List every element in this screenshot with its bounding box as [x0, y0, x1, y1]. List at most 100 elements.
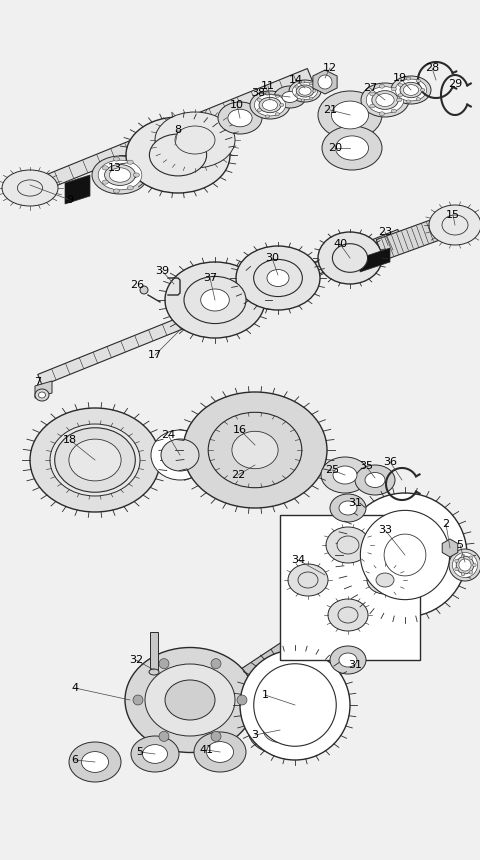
Ellipse shape: [149, 134, 206, 176]
Ellipse shape: [330, 646, 366, 674]
Ellipse shape: [165, 262, 265, 338]
Ellipse shape: [102, 166, 108, 170]
Text: 1: 1: [262, 690, 268, 700]
Text: 31: 31: [348, 660, 362, 670]
Text: 36: 36: [383, 457, 397, 467]
Text: 29: 29: [448, 79, 462, 89]
Ellipse shape: [289, 80, 321, 102]
Ellipse shape: [301, 81, 305, 83]
Ellipse shape: [253, 260, 302, 297]
Polygon shape: [360, 248, 390, 272]
Ellipse shape: [265, 92, 270, 95]
Ellipse shape: [336, 136, 369, 160]
Ellipse shape: [161, 439, 199, 471]
Text: 12: 12: [323, 63, 337, 73]
Ellipse shape: [30, 408, 160, 512]
Ellipse shape: [257, 108, 262, 112]
Ellipse shape: [127, 160, 133, 164]
Ellipse shape: [455, 559, 458, 562]
Text: 40: 40: [333, 239, 347, 249]
Ellipse shape: [370, 92, 375, 95]
Polygon shape: [236, 639, 294, 684]
Ellipse shape: [379, 84, 384, 89]
Ellipse shape: [416, 79, 420, 83]
Text: 39: 39: [155, 266, 169, 276]
Ellipse shape: [292, 83, 317, 100]
Text: 7: 7: [35, 377, 42, 387]
Text: 4: 4: [72, 683, 79, 693]
Ellipse shape: [398, 94, 403, 96]
Ellipse shape: [133, 173, 140, 177]
Ellipse shape: [343, 493, 467, 617]
Ellipse shape: [143, 745, 168, 764]
Ellipse shape: [208, 412, 302, 488]
Ellipse shape: [299, 87, 311, 95]
Text: 27: 27: [363, 83, 377, 93]
Ellipse shape: [240, 650, 350, 760]
Ellipse shape: [113, 157, 120, 161]
Ellipse shape: [326, 527, 370, 563]
Ellipse shape: [328, 599, 368, 631]
Ellipse shape: [98, 160, 142, 190]
Ellipse shape: [175, 126, 215, 154]
Ellipse shape: [330, 494, 366, 522]
Text: 20: 20: [328, 143, 342, 153]
Text: 13: 13: [108, 163, 122, 173]
Polygon shape: [376, 219, 439, 261]
Text: 10: 10: [230, 100, 244, 110]
Ellipse shape: [456, 556, 474, 574]
Ellipse shape: [360, 510, 450, 599]
Ellipse shape: [126, 117, 230, 193]
Bar: [150, 632, 158, 672]
Text: 2: 2: [443, 519, 450, 529]
Ellipse shape: [455, 568, 458, 571]
Ellipse shape: [254, 94, 286, 116]
Ellipse shape: [332, 243, 368, 273]
Ellipse shape: [469, 570, 473, 574]
Ellipse shape: [256, 261, 300, 295]
Ellipse shape: [151, 430, 209, 480]
Ellipse shape: [366, 87, 404, 114]
Ellipse shape: [372, 90, 398, 109]
Ellipse shape: [370, 104, 375, 108]
Ellipse shape: [339, 653, 357, 667]
Ellipse shape: [420, 89, 425, 91]
Text: 11: 11: [261, 81, 275, 91]
Ellipse shape: [145, 664, 235, 736]
Ellipse shape: [2, 170, 58, 206]
Ellipse shape: [274, 86, 306, 108]
Bar: [280, 515, 420, 660]
Ellipse shape: [376, 573, 394, 587]
Polygon shape: [442, 539, 458, 557]
Circle shape: [133, 695, 143, 705]
Ellipse shape: [282, 91, 298, 102]
Polygon shape: [12, 69, 312, 201]
Ellipse shape: [69, 742, 121, 782]
Ellipse shape: [391, 109, 396, 113]
Ellipse shape: [149, 669, 159, 675]
Ellipse shape: [257, 98, 262, 101]
Ellipse shape: [265, 115, 270, 118]
Ellipse shape: [321, 457, 369, 493]
Ellipse shape: [189, 280, 241, 320]
Ellipse shape: [125, 648, 255, 752]
Text: 37: 37: [203, 273, 217, 283]
Text: 8: 8: [174, 125, 181, 135]
Text: 32: 32: [129, 655, 143, 665]
Ellipse shape: [165, 680, 215, 720]
Text: 18: 18: [63, 435, 77, 445]
Ellipse shape: [82, 752, 108, 772]
Ellipse shape: [275, 95, 279, 97]
Text: 33: 33: [378, 525, 392, 535]
Ellipse shape: [267, 269, 289, 286]
Ellipse shape: [361, 83, 409, 117]
Text: 41: 41: [200, 745, 214, 755]
Polygon shape: [313, 70, 337, 94]
Ellipse shape: [288, 564, 328, 596]
Ellipse shape: [113, 189, 120, 193]
Ellipse shape: [296, 85, 314, 97]
Text: 38: 38: [251, 88, 265, 98]
Ellipse shape: [298, 572, 318, 588]
Ellipse shape: [398, 83, 403, 87]
Ellipse shape: [461, 554, 465, 557]
